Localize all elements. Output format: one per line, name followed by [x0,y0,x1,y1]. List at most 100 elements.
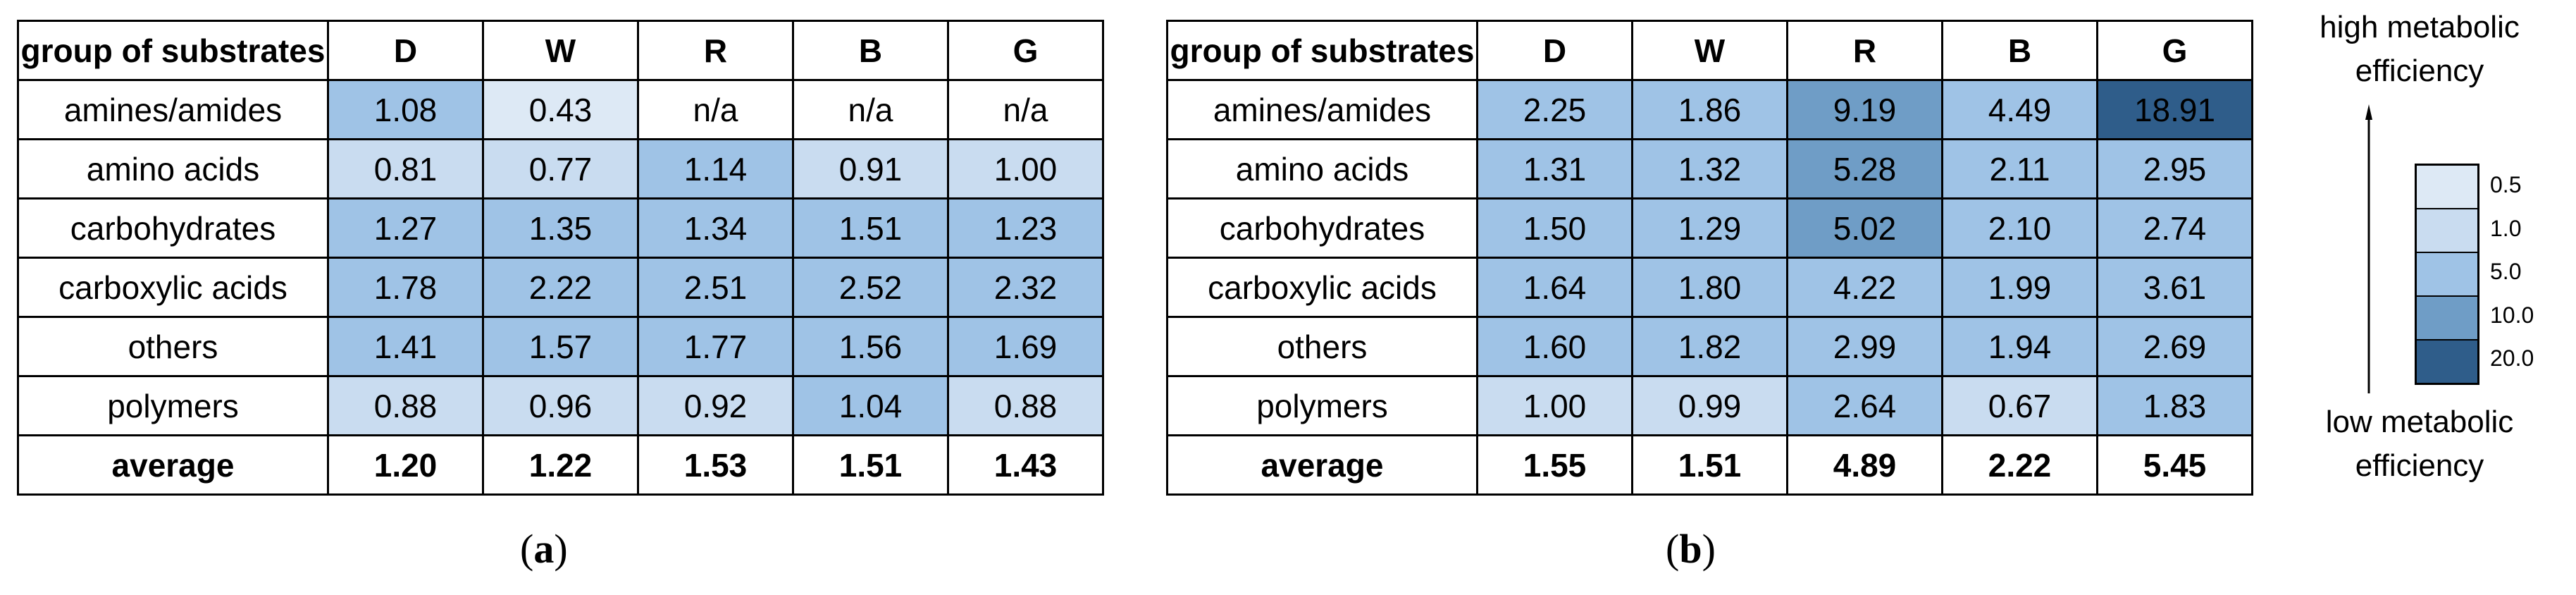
heatmap-cell: 1.80 [1631,257,1788,318]
average-cell: 1.53 [637,434,794,496]
row-label: carboxylic acids [17,257,329,318]
column-header: G [947,20,1104,81]
heatmap-cell: 1.69 [947,316,1104,377]
legend-swatch [2417,209,2477,253]
heatmap-cell: 2.25 [1476,79,1633,140]
legend: high metabolic efficiency 0.5 1.0 5.0 10.0 2… [2263,0,2576,595]
heatmap-cell: 1.50 [1476,197,1633,259]
heatmap-cell: 2.32 [947,257,1104,318]
row-label: amines/amides [17,79,329,140]
table-row: carbohydrates 1.27 1.35 1.34 1.51 1.23 [17,197,1104,259]
legend-high-line-2: efficiency [2355,54,2484,88]
legend-swatch [2417,166,2477,209]
column-header: W [1631,20,1788,81]
heatmap-cell: 1.83 [2096,375,2253,436]
heatmap-cell: 0.81 [327,138,484,200]
heatmap-cell: 2.64 [1786,375,1943,436]
heatmap-cell: 2.69 [2096,316,2253,377]
heatmap-cell: 2.95 [2096,138,2253,200]
heatmap-cell: 1.56 [792,316,949,377]
column-header: G [2096,20,2253,81]
heatmap-cell: 2.74 [2096,197,2253,259]
row-label: carboxylic acids [1166,257,1478,318]
heatmap-cell: 1.35 [482,197,639,259]
heatmap-cell: 4.49 [1941,79,2098,140]
column-header: group of substrates [1166,20,1478,81]
heatmap-cell: 2.22 [482,257,639,318]
row-label: carbohydrates [17,197,329,259]
table-row: others 1.41 1.57 1.77 1.56 1.69 [17,316,1104,377]
heatmap-cell: 1.04 [792,375,949,436]
heatmap-cell: 18.91 [2096,79,2253,140]
legend-color-scale [2415,164,2479,385]
row-label: amino acids [17,138,329,200]
average-cell: 4.89 [1786,434,1943,496]
legend-low-label: low metabolic efficiency [2263,400,2576,488]
average-cell: 1.43 [947,434,1104,496]
heatmap-cell: 0.99 [1631,375,1788,436]
heatmap-cell: n/a [637,79,794,140]
table-row: polymers 0.88 0.96 0.92 1.04 0.88 [17,375,1104,436]
row-label: polymers [17,375,329,436]
heatmap-cell: 1.29 [1631,197,1788,259]
table-row: carboxylic acids 1.64 1.80 4.22 1.99 3.61 [1166,257,2253,318]
heatmap-cell: 1.99 [1941,257,2098,318]
average-cell: 1.51 [1631,434,1788,496]
legend-swatch [2417,253,2477,297]
legend-tick-label: 10.0 [2490,302,2534,328]
table-row: carbohydrates 1.50 1.29 5.02 2.10 2.74 [1166,197,2253,259]
heatmap-cell: 2.10 [1941,197,2098,259]
caption-b-letter: b [1679,526,1702,572]
column-header: D [327,20,484,81]
heatmap-cell: 1.34 [637,197,794,259]
heatmap-cell: 2.52 [792,257,949,318]
heatmap-cell: 0.96 [482,375,639,436]
table-row: polymers 1.00 0.99 2.64 0.67 1.83 [1166,375,2253,436]
column-header: B [1941,20,2098,81]
heatmap-cell: 0.88 [327,375,484,436]
heatmap-cell: 0.91 [792,138,949,200]
average-cell: 5.45 [2096,434,2253,496]
heatmap-cell: 2.99 [1786,316,1943,377]
legend-swatch [2417,341,2477,383]
legend-high-line-1: high metabolic [2320,10,2520,44]
heatmap-cell: 2.51 [637,257,794,318]
legend-tick-label: 0.5 [2490,172,2522,197]
average-cell: 1.22 [482,434,639,496]
row-label: amino acids [1166,138,1478,200]
heatmap-cell: n/a [947,79,1104,140]
average-cell: 1.51 [792,434,949,496]
legend-low-line-2: efficiency [2355,448,2484,483]
average-cell: 1.20 [327,434,484,496]
average-cell: 1.55 [1476,434,1633,496]
table-row: carboxylic acids 1.78 2.22 2.51 2.52 2.32 [17,257,1104,318]
column-header: D [1476,20,1633,81]
heatmap-cell: 1.08 [327,79,484,140]
column-header: group of substrates [17,20,329,81]
heatmap-cell: 1.82 [1631,316,1788,377]
heatmap-cell: 1.60 [1476,316,1633,377]
legend-tick-labels: 0.5 1.0 5.0 10.0 20.0 [2490,164,2534,381]
heatmap-cell: 0.92 [637,375,794,436]
column-header: B [792,20,949,81]
heatmap-cell: 5.28 [1786,138,1943,200]
column-header: W [482,20,639,81]
heatmap-cell: 3.61 [2096,257,2253,318]
heatmap-cell: 1.57 [482,316,639,377]
heatmap-cell: 1.31 [1476,138,1633,200]
column-header: R [1786,20,1943,81]
heatmap-cell: n/a [792,79,949,140]
legend-high-label: high metabolic efficiency [2263,6,2576,93]
row-label: polymers [1166,375,1478,436]
heatmap-cell: 1.94 [1941,316,2098,377]
table-row: amines/amides 2.25 1.86 9.19 4.49 18.91 [1166,79,2253,140]
row-label: others [1166,316,1478,377]
legend-low-line-1: low metabolic [2325,405,2514,439]
row-label: amines/amides [1166,79,1478,140]
caption-b: (b) [1666,526,1716,572]
heatmap-cell: 0.88 [947,375,1104,436]
heatmap-cell: 1.00 [1476,375,1633,436]
caption-a: (a) [520,526,568,572]
heatmap-cell: 1.32 [1631,138,1788,200]
